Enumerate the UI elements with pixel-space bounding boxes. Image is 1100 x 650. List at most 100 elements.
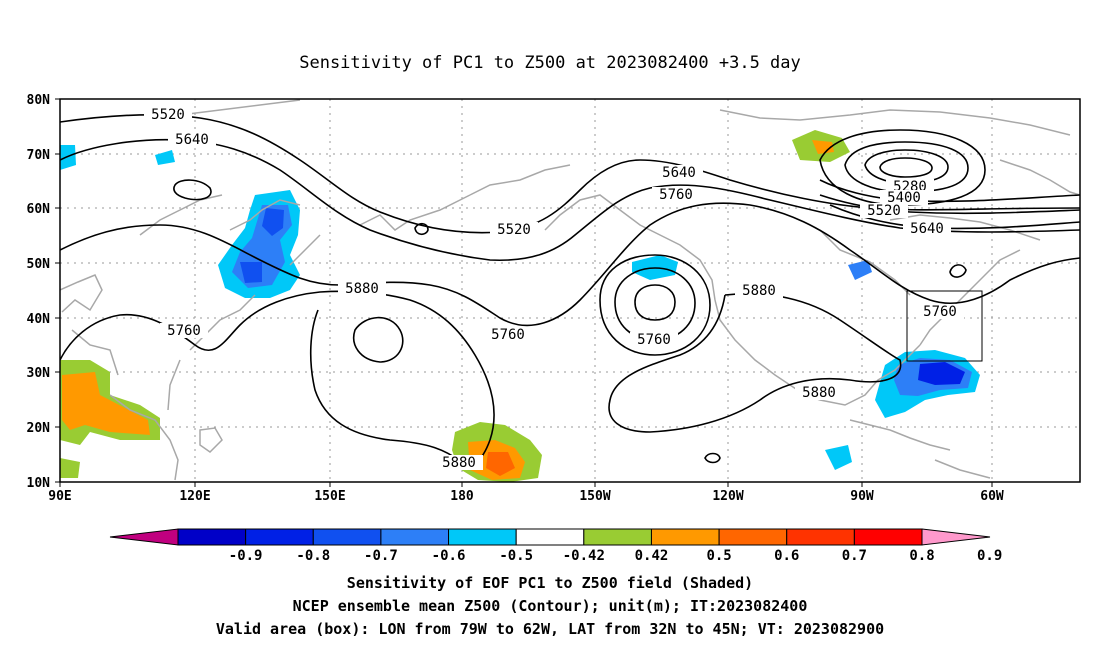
contour-5760-inner — [173, 179, 212, 201]
colorbar-tick-label: -0.7 — [364, 548, 398, 564]
valid-area-box: 5760 — [906, 290, 983, 362]
shade-caribbean-negative — [825, 445, 852, 470]
contour-low-north-core — [879, 157, 933, 178]
contour-5520-west — [60, 114, 1080, 234]
contour-5880-east — [309, 309, 463, 463]
lon-label: 60W — [980, 489, 1004, 504]
contour-label: 5880 — [802, 385, 836, 401]
shade-india-orange — [62, 372, 150, 435]
contour-5880-west — [60, 290, 495, 467]
colorbar: -0.9 -0.8 -0.7 -0.6 -0.5 -0.42 0.42 0.5 0.6 0.7 0.… — [109, 528, 1002, 564]
contour-low-north-outer — [819, 129, 986, 206]
contour-label: 5880 — [345, 281, 379, 297]
colorbar-swatch — [515, 528, 585, 546]
colorbar-tick-label: 0.5 — [706, 548, 731, 564]
lat-label: 60N — [27, 202, 51, 217]
captions: Sensitivity of EOF PC1 to Z500 field (Sh… — [216, 574, 884, 638]
contour-label: 5520 — [867, 203, 901, 219]
figure-title: Sensitivity of PC1 to Z500 at 2023082400… — [299, 53, 801, 73]
colorbar-swatch — [448, 528, 517, 546]
lat-label: 40N — [27, 312, 51, 327]
colorbar-swatch — [583, 528, 652, 546]
lat-label: 70N — [27, 148, 51, 163]
contour-5880-pacific-high — [353, 316, 404, 363]
colorbar-tick-label: -0.6 — [432, 548, 466, 564]
contour-5760-west — [60, 202, 1080, 327]
colorbar-swatch — [312, 528, 382, 546]
contour-label: 5640 — [662, 165, 696, 181]
box-contour-label: 5760 — [923, 304, 957, 320]
map-panel: 5520 5640 5760 5880 5520 5640 5760 5760 … — [27, 93, 1081, 504]
contour-5760-low-outer — [599, 254, 711, 356]
colorbar-swatch — [177, 528, 247, 546]
colorbar-tick-label: 0.42 — [635, 548, 669, 564]
colorbar-tick-label: 0.7 — [842, 548, 867, 564]
colorbar-under-triangle — [109, 528, 179, 546]
lat-label: 20N — [27, 421, 51, 436]
contour-label: 5520 — [497, 222, 531, 238]
lon-label: 120E — [179, 489, 210, 504]
contour-5520-east — [819, 194, 1080, 215]
colorbar-tick-label: -0.9 — [229, 548, 263, 564]
map-frame — [59, 98, 1081, 483]
contour-label: 5760 — [491, 327, 525, 343]
colorbar-tick-label: -0.5 — [499, 548, 533, 564]
lon-label: 90E — [48, 489, 71, 504]
colorbar-tick-label: -0.42 — [563, 548, 605, 564]
lat-label: 80N — [27, 93, 51, 108]
contour-label: 5640 — [175, 132, 209, 148]
contour-label: 5520 — [151, 107, 185, 123]
colorbar-tick-label: 0.6 — [774, 548, 799, 564]
lon-label: 90W — [850, 489, 874, 504]
colorbar-over-triangle — [921, 528, 991, 546]
contour-labels: 5520 5640 5760 5880 5520 5640 5760 5760 … — [144, 107, 951, 471]
contour-label: 5760 — [637, 332, 671, 348]
shade-pacific-deep — [486, 452, 515, 476]
shade-japan-deep — [240, 208, 284, 283]
colorbar-swatch — [245, 528, 314, 546]
shade-india-south — [60, 458, 80, 478]
shade-greatlakes-negative — [848, 260, 872, 280]
shade-eastcoast-deep — [918, 362, 965, 385]
lon-label: 150E — [314, 489, 345, 504]
contour-small-2 — [949, 264, 967, 278]
lat-label: 10N — [27, 476, 51, 491]
colorbar-swatch — [718, 528, 788, 546]
contour-low-north-mid — [844, 141, 969, 193]
axis-ticks — [55, 98, 993, 487]
shade-atlantic-small — [60, 145, 76, 170]
contour-label: 5880 — [742, 283, 776, 299]
contour-5760-low-inner — [634, 284, 676, 321]
colorbar-tick-label: 0.8 — [909, 548, 934, 564]
colorbar-swatch — [853, 528, 923, 546]
lon-label: 150W — [579, 489, 610, 504]
caption-line-2: NCEP ensemble mean Z500 (Contour); unit(… — [293, 597, 808, 615]
lat-label: 50N — [27, 257, 51, 272]
shade-arctic-orange — [812, 140, 834, 154]
contour-label: 5880 — [442, 455, 476, 471]
latitude-labels: 80N 70N 60N 50N 40N 30N 20N 10N — [27, 93, 51, 491]
sensitivity-shading — [60, 130, 980, 482]
colorbar-tick-label: 0.9 — [977, 548, 1002, 564]
contour-label: 5640 — [910, 221, 944, 237]
lat-label: 30N — [27, 366, 51, 381]
lon-label: 120W — [712, 489, 743, 504]
z500-contours — [60, 114, 1080, 467]
colorbar-swatch — [650, 528, 720, 546]
contour-small-1 — [414, 222, 429, 236]
colorbar-swatch — [380, 528, 450, 546]
caption-line-1: Sensitivity of EOF PC1 to Z500 field (Sh… — [347, 574, 753, 592]
contour-label: 5760 — [167, 323, 201, 339]
colorbar-swatch — [786, 528, 855, 546]
contour-5880-east-pacific — [608, 292, 902, 433]
contour-label: 5760 — [659, 187, 693, 203]
shade-kamchatka-small — [155, 150, 175, 165]
contour-5640-west — [60, 138, 1080, 262]
contour-label: 5400 — [887, 190, 921, 206]
lon-label: 180 — [450, 489, 474, 504]
colorbar-tick-label: -0.8 — [296, 548, 330, 564]
contour-small-3 — [704, 452, 721, 464]
caption-line-3: Valid area (box): LON from 79W to 62W, L… — [216, 620, 884, 638]
longitude-labels: 90E 120E 150E 180 150W 120W 90W 60W — [48, 489, 1004, 504]
